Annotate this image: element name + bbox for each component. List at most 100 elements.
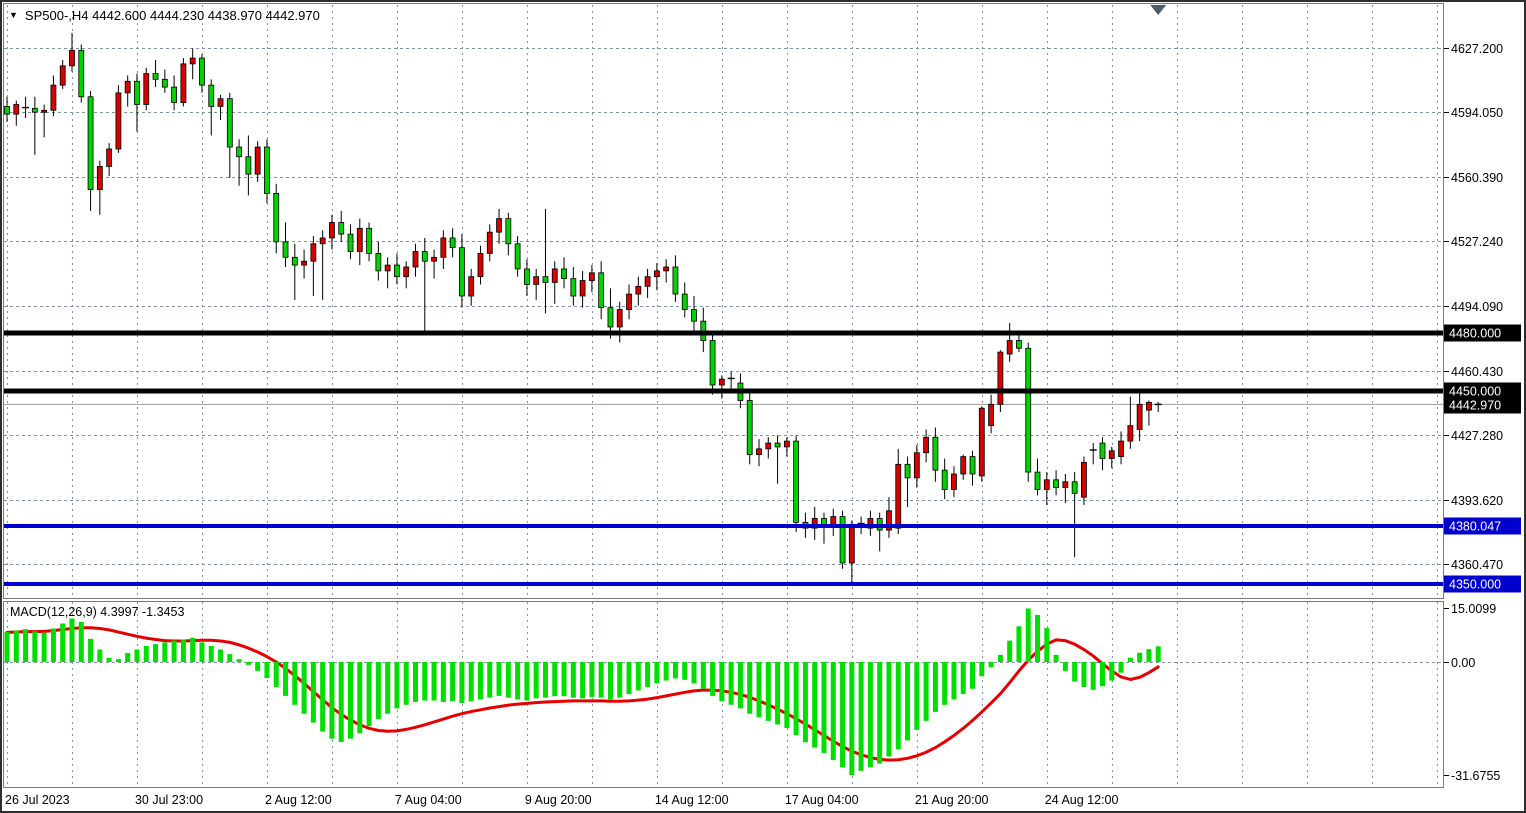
bear-candle: [681, 293, 688, 310]
bull-candle: [886, 510, 892, 531]
bear-candle: [505, 218, 512, 245]
bear-candle: [134, 80, 140, 105]
macd-histogram-bar: [552, 662, 558, 697]
bull-candle: [718, 378, 725, 386]
macd-histogram-bar: [840, 662, 846, 768]
bull-candle: [1108, 450, 1115, 459]
price-axis-label: 4627.200: [1451, 42, 1503, 56]
bull-candle: [626, 293, 632, 310]
time-axis-label: 21 Aug 20:00: [915, 793, 989, 807]
symbol-collapse-icon[interactable]: ▼: [9, 10, 18, 20]
macd-histogram-bar: [905, 662, 911, 741]
bear-candle: [672, 266, 679, 295]
macd-histogram-bar: [450, 662, 456, 702]
bear-candle: [347, 233, 354, 252]
price-level-badge: [1444, 575, 1521, 593]
bull-candle: [616, 309, 623, 328]
macd-histogram-bar: [88, 638, 94, 662]
macd-histogram-bar: [292, 662, 298, 705]
macd-histogram-bar: [802, 662, 808, 743]
macd-histogram-bar: [78, 622, 84, 662]
bull-candle: [180, 63, 187, 103]
macd-histogram-bar: [394, 662, 400, 709]
macd-histogram-bar: [1072, 662, 1078, 682]
bull-candle: [384, 264, 391, 272]
bear-candle: [226, 98, 233, 148]
bear-candle: [691, 309, 697, 322]
bear-candle: [366, 227, 372, 254]
macd-histogram-bar: [60, 623, 66, 662]
bull-candle: [115, 92, 122, 150]
macd-histogram-bar: [153, 644, 159, 662]
macd-histogram-bar: [50, 628, 56, 662]
bear-candle: [598, 272, 605, 309]
macd-histogram-bar: [264, 662, 270, 679]
macd-histogram-bar: [162, 642, 168, 662]
bear-candle: [459, 247, 465, 297]
macd-histogram-bar: [607, 662, 613, 700]
macd-histogram-bar: [626, 662, 632, 695]
price-level-badge-label: 4480.000: [1449, 327, 1501, 341]
macd-histogram-bar: [672, 662, 678, 679]
macd-histogram-bar: [412, 662, 418, 702]
macd-histogram-bar: [533, 662, 539, 699]
price-axis[interactable]: 4627.200 4594.050 4560.390 4527.240 4494.090…: [4, 42, 1503, 572]
bear-candle: [264, 146, 270, 194]
bear-candle: [282, 241, 289, 258]
macd-histogram-bar: [23, 629, 29, 662]
macd-histogram-bar: [273, 662, 279, 687]
macd-histogram-bar: [190, 637, 196, 662]
bull-candle: [440, 237, 447, 258]
bull-candle: [329, 222, 335, 239]
bear-candle: [523, 268, 530, 285]
bull-candle: [960, 456, 967, 475]
horizontal-line-objects: 4480.000 4450.000 4380.047 4350.000: [3, 324, 1521, 593]
bull-candle: [254, 146, 261, 175]
bull-candle: [143, 73, 150, 105]
macd-histogram-bar: [645, 662, 651, 687]
price-level-badge-label: 4350.000: [1449, 578, 1501, 592]
bear-candle: [199, 57, 205, 86]
bull-candle: [588, 272, 595, 281]
macd-histogram-bar: [1053, 654, 1059, 662]
bear-candle: [1053, 479, 1059, 488]
bull-candle: [811, 518, 818, 529]
bull-candle: [59, 65, 66, 86]
macd-panel: [4, 626, 1443, 762]
macd-histogram-bar: [1090, 662, 1096, 690]
price-axis-label: 4494.090: [1451, 300, 1503, 314]
macd-histogram-bar: [589, 662, 595, 697]
bear-candle: [245, 156, 252, 175]
chart-shift-triangle-icon[interactable]: [1150, 5, 1167, 15]
macd-histogram-bar: [143, 645, 149, 662]
time-axis-label: 30 Jul 23:00: [135, 793, 203, 807]
macd-histogram-bar: [710, 662, 716, 696]
macd-histogram-bar: [1137, 652, 1143, 662]
macd-histogram-bar: [487, 662, 493, 698]
time-axis-label: 17 Aug 04:00: [785, 793, 859, 807]
bull-candle: [319, 237, 326, 245]
bull-candle: [96, 165, 103, 191]
bull-candle: [412, 251, 419, 268]
macd-histogram-bar: [988, 662, 994, 668]
macd-histogram-bar: [580, 662, 586, 699]
macd-histogram-bar: [403, 662, 409, 705]
bull-candle: [579, 280, 586, 297]
macd-histogram-bar: [932, 662, 938, 712]
macd-histogram-bar: [1007, 640, 1013, 662]
macd-histogram-bar: [1100, 662, 1106, 687]
bear-candle: [542, 276, 549, 283]
macd-histogram-bar: [923, 662, 929, 721]
macd-histogram-bar: [97, 649, 103, 662]
macd-histogram-bar: [635, 662, 641, 691]
bull-candle: [867, 518, 874, 529]
macd-histogram-bar: [320, 662, 326, 732]
macd-histogram-bar: [348, 662, 354, 739]
macd-axis[interactable]: 15.0099 0.00 -31.6755: [1443, 602, 1500, 783]
macd-histogram-bar: [663, 662, 669, 681]
price-axis-label: 4360.470: [1451, 558, 1503, 572]
bear-candle: [273, 193, 280, 243]
macd-histogram-bar: [784, 662, 790, 728]
macd-histogram-bar: [227, 654, 233, 662]
time-axis[interactable]: 26 Jul 2023 30 Jul 23:00 2 Aug 12:00 7 Aug …: [5, 793, 1119, 807]
